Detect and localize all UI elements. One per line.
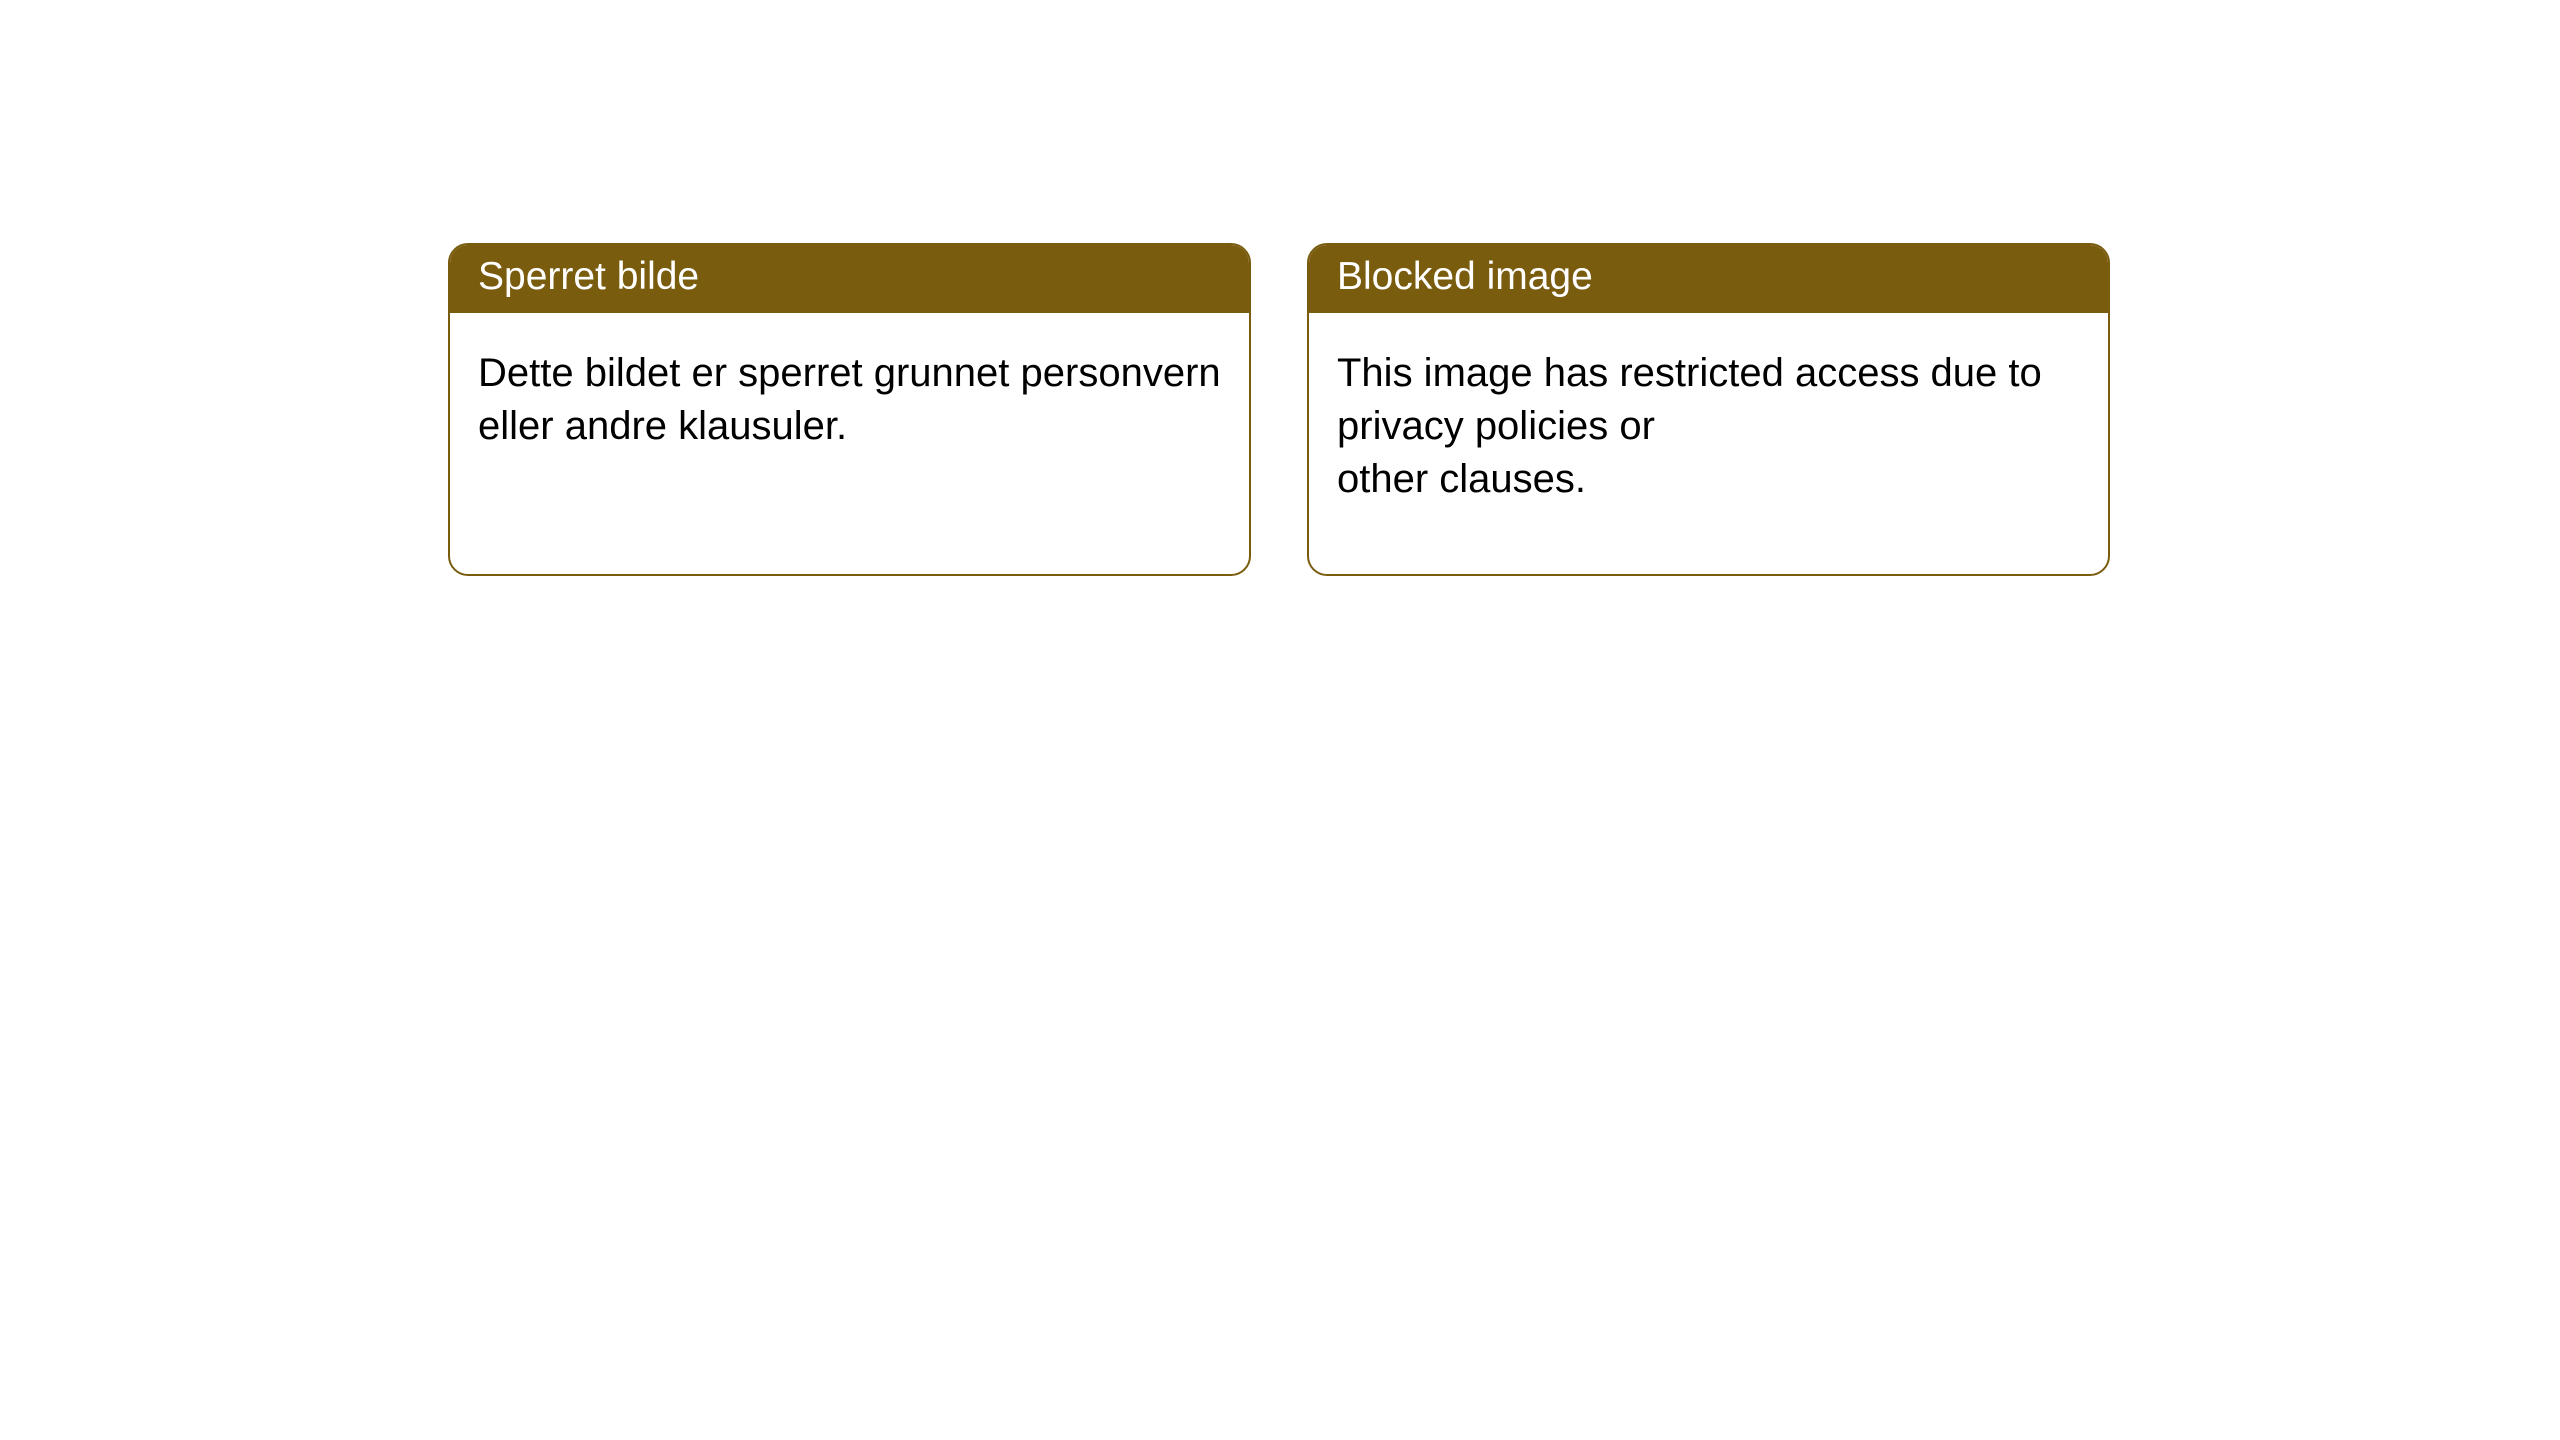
card-body: Dette bildet er sperret grunnet personve… — [450, 313, 1249, 487]
card-body-text-line1: This image has restricted access due to … — [1337, 351, 2042, 448]
blocked-image-card-english: Blocked image This image has restricted … — [1307, 243, 2110, 576]
blocked-image-card-norwegian: Sperret bilde Dette bildet er sperret gr… — [448, 243, 1251, 576]
card-header: Sperret bilde — [450, 245, 1249, 313]
card-title: Sperret bilde — [478, 255, 699, 298]
notice-container: Sperret bilde Dette bildet er sperret gr… — [448, 243, 2110, 576]
card-body: This image has restricted access due to … — [1309, 313, 2108, 539]
card-header: Blocked image — [1309, 245, 2108, 313]
card-body-text-line2: other clauses. — [1337, 457, 1586, 501]
card-body-text: Dette bildet er sperret grunnet personve… — [478, 351, 1221, 448]
card-title: Blocked image — [1337, 255, 1593, 298]
